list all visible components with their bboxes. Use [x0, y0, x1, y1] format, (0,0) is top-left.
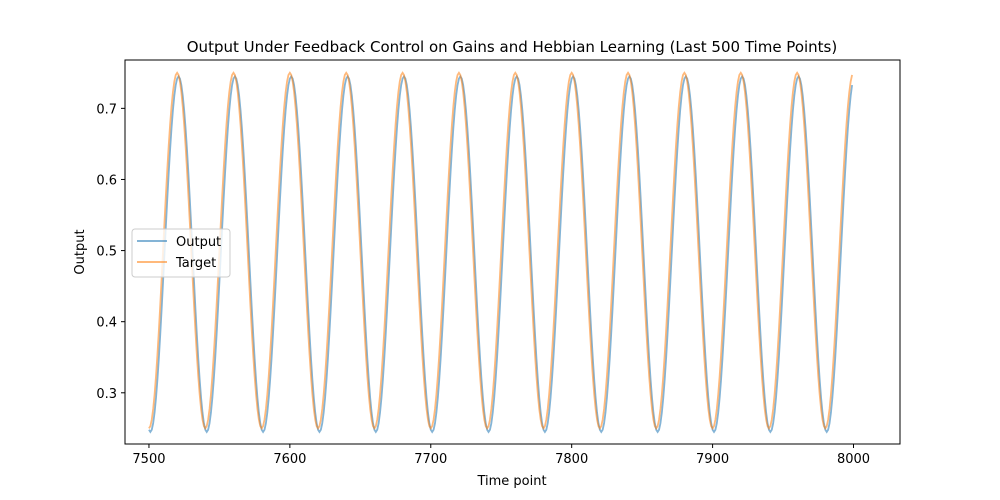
chart-title: Output Under Feedback Control on Gains a…	[187, 38, 837, 56]
y-tick-label: 0.5	[96, 245, 117, 260]
y-axis-ticks: 0.3 0.4 0.5 0.6 0.7	[96, 102, 125, 402]
x-axis-label: Time point	[476, 474, 546, 489]
series-layer	[148, 71, 853, 434]
x-tick-label: 7700	[414, 452, 447, 467]
series-line-target	[148, 71, 853, 431]
series-line-output	[148, 74, 853, 434]
x-tick-label: 8000	[837, 452, 870, 467]
y-tick-label: 0.7	[96, 102, 117, 117]
plot-frame	[124, 59, 901, 445]
x-tick-label: 7500	[132, 452, 165, 467]
y-axis-label: Output	[73, 229, 88, 274]
x-axis-ticks: 7500 7600 7700 7800 7900 8000	[132, 444, 870, 467]
legend: Output Target	[131, 228, 231, 278]
x-tick-label: 7600	[273, 452, 306, 467]
x-tick-label: 7800	[555, 452, 588, 467]
y-tick-label: 0.4	[96, 316, 117, 331]
y-tick-label: 0.6	[96, 173, 117, 188]
y-tick-label: 0.3	[96, 387, 117, 402]
legend-label-output: Output	[176, 235, 221, 250]
x-tick-label: 7900	[696, 452, 729, 467]
legend-label-target: Target	[175, 256, 216, 271]
